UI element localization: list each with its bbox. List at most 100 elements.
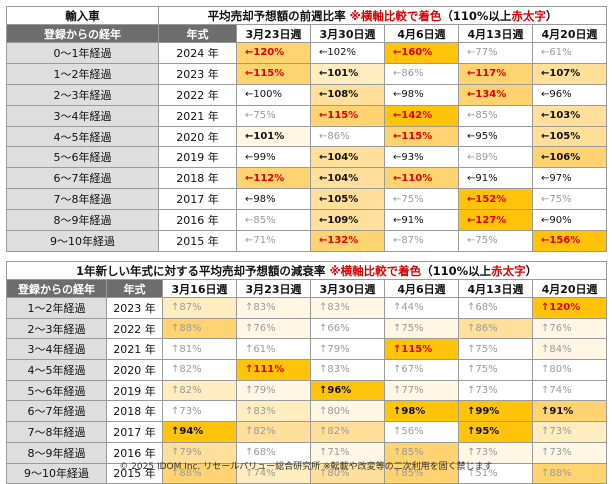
ratio-cell: ←91% — [458, 167, 533, 190]
title-red-note: 赤太字 — [491, 263, 526, 278]
row-age-label: 1～2年経過 — [6, 62, 159, 85]
ratio-cell: ←115% — [236, 62, 311, 85]
table-title: 平均売却予想額の前週比率 ※横軸比較で着色（110%以上赤太字） — [157, 6, 608, 25]
row-model-year: 2015 年 — [106, 462, 163, 484]
table-row: 7～8年経過 2017 年 ←98% ←105% ←75% ←152% ←75% — [6, 188, 608, 211]
ratio-cell: ←96% — [531, 83, 608, 106]
ratio-cell: ↑98% — [384, 400, 459, 423]
ratio-cell: ↑74% — [531, 379, 608, 402]
ratio-cell: ←90% — [531, 209, 608, 232]
row-model-year: 2020 年 — [106, 359, 163, 381]
ratio-cell: ↑73% — [531, 421, 608, 443]
ratio-cell: ←127% — [458, 209, 533, 232]
ratio-cell: ←104% — [310, 146, 385, 169]
ratio-cell: ↑83% — [310, 297, 385, 319]
header-week: 3月30日週 — [310, 279, 385, 298]
row-model-year: 2017 年 — [158, 188, 237, 211]
ratio-cell: ↑75% — [458, 359, 533, 381]
ratio-cell: ↑76% — [236, 317, 311, 340]
ratio-cell: ↑71% — [310, 441, 385, 464]
ratio-cell: ↑91% — [531, 400, 608, 423]
header-week: 4月13日週 — [458, 24, 533, 43]
title-paren-open: （110%以上 — [421, 263, 492, 278]
ratio-cell: ←98% — [236, 188, 311, 211]
ratio-cell: ←77% — [458, 42, 533, 64]
ratio-cell: ↑83% — [236, 400, 311, 423]
title-note: ※横軸比較で着色 — [349, 8, 442, 23]
ratio-cell: ←61% — [531, 42, 608, 64]
ratio-cell: ←97% — [531, 167, 608, 190]
ratio-cell: ←107% — [531, 62, 608, 85]
title-note: ※横軸比較で着色 — [329, 263, 422, 278]
row-age-label: 2～3年経過 — [6, 317, 107, 340]
row-model-year: 2024 年 — [158, 42, 237, 64]
ratio-cell: ↑79% — [236, 379, 311, 402]
header-week: 3月16日週 — [162, 279, 237, 298]
row-model-year: 2022 年 — [158, 83, 237, 106]
row-model-year: 2015 年 — [158, 230, 237, 252]
ratio-cell: ↑81% — [162, 338, 237, 361]
ratio-cell: ←99% — [236, 146, 311, 169]
table-row: 4～5年経過 2020 年 ←101% ←86% ←115% ←95% ←105% — [6, 125, 608, 148]
ratio-cell: ↑86% — [458, 317, 533, 340]
row-age-label: 3～4年経過 — [6, 104, 159, 127]
ratio-cell: ←93% — [384, 146, 459, 169]
header-week: 3月23日週 — [236, 279, 311, 298]
ratio-cell: ←105% — [531, 125, 608, 148]
table-row: 4～5年経過 2020 年 ↑82% ↑111% ↑83% ↑67% ↑75% ↑80% — [6, 359, 608, 381]
ratio-cell: ←102% — [310, 42, 385, 64]
table-row: 8～9年経過 2016 年 ↑79% ↑68% ↑71% ↑85% ↑73% ↑73% — [6, 441, 608, 464]
table-row: 3～4年経過 2021 年 ↑81% ↑61% ↑79% ↑115% ↑75% ↑84% — [6, 338, 608, 361]
ratio-cell: ↑73% — [458, 379, 533, 402]
ratio-cell: ←132% — [310, 230, 385, 252]
row-model-year: 2018 年 — [158, 167, 237, 190]
table-row: 3～4年経過 2021 年 ←75% ←115% ←142% ←85% ←103% — [6, 104, 608, 127]
ratio-cell: ←91% — [384, 209, 459, 232]
ratio-cell: ←156% — [531, 230, 608, 252]
ratio-cell: ←100% — [236, 83, 311, 106]
row-age-label: 4～5年経過 — [6, 359, 107, 381]
ratio-cell: ←86% — [384, 62, 459, 85]
ratio-cell: ←160% — [384, 42, 459, 64]
ratio-cell: ←110% — [384, 167, 459, 190]
row-model-year: 2017 年 — [106, 421, 163, 443]
ratio-cell: ↑73% — [458, 441, 533, 464]
row-model-year: 2023 年 — [106, 297, 163, 319]
table-row: 9～10年経過 2015 年 ←71% ←132% ←87% ←75% ←156% — [6, 230, 608, 252]
ratio-cell: ←75% — [458, 230, 533, 252]
row-age-label: 5～6年経過 — [6, 146, 159, 169]
ratio-cell: ←89% — [458, 146, 533, 169]
ratio-cell: ↑75% — [384, 317, 459, 340]
row-model-year: 2016 年 — [158, 209, 237, 232]
table-row: 6～7年経過 2018 年 ↑73% ↑83% ↑80% ↑98% ↑99% ↑91% — [6, 400, 608, 423]
ratio-cell: ↑79% — [162, 441, 237, 464]
ratio-cell: ←95% — [458, 125, 533, 148]
ratio-cell: ←115% — [384, 125, 459, 148]
ratio-cell: ↑75% — [458, 338, 533, 361]
ratio-cell: ↑79% — [310, 338, 385, 361]
row-age-label: 0～1年経過 — [6, 42, 159, 64]
table-row: 7～8年経過 2017 年 ↑94% ↑82% ↑82% ↑56% ↑95% ↑73% — [6, 421, 608, 443]
row-model-year: 2016 年 — [106, 441, 163, 464]
ratio-cell: ↑85% — [384, 462, 459, 484]
header-week: 3月30日週 — [310, 24, 385, 43]
title-paren-open: （110%以上 — [441, 8, 512, 23]
ratio-cell: ←103% — [531, 104, 608, 127]
ratio-cell: ↑99% — [458, 400, 533, 423]
ratio-cell: ↑56% — [384, 421, 459, 443]
ratio-cell: ↑73% — [162, 400, 237, 423]
title-red-note: 赤太字 — [511, 8, 546, 23]
table-row: 2～3年経過 2022 年 ←100% ←108% ←98% ←134% ←96% — [6, 83, 608, 106]
row-age-label: 6～7年経過 — [6, 167, 159, 190]
header-week: 4月20日週 — [531, 279, 608, 298]
ratio-cell: ←134% — [458, 83, 533, 106]
ratio-cell: ↑68% — [458, 297, 533, 319]
ratio-cell: ←105% — [310, 188, 385, 211]
ratio-cell: ←101% — [310, 62, 385, 85]
table-row: 5～6年経過 2019 年 ↑82% ↑79% ↑96% ↑77% ↑73% ↑74% — [6, 379, 608, 402]
ratio-cell: ↑67% — [384, 359, 459, 381]
table-category-title: 輸入車 — [6, 6, 159, 25]
ratio-cell: ↑88% — [162, 462, 237, 484]
row-age-label: 1～2年経過 — [6, 297, 107, 319]
ratio-cell: ←104% — [310, 167, 385, 190]
